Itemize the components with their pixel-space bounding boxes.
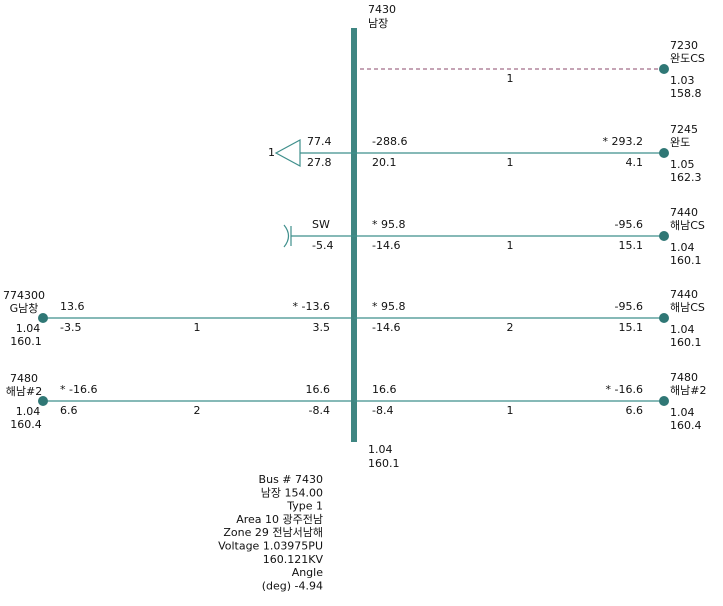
far-bus-number: 7480 bbox=[10, 372, 38, 385]
flow-p: 16.6 bbox=[372, 383, 397, 396]
flow-q: 6.6 bbox=[60, 404, 78, 417]
circuit-id: 1 bbox=[507, 239, 514, 252]
shunt-arc bbox=[283, 224, 290, 248]
bus-info: Voltage 1.03975PU bbox=[218, 540, 323, 553]
flow-p: * 293.2 bbox=[603, 135, 644, 148]
far-bus-angle: 158.8 bbox=[670, 87, 702, 100]
flow-q: -8.4 bbox=[309, 404, 330, 417]
far-bus-name: 완도 bbox=[670, 136, 690, 149]
bus-info: 160.121KV bbox=[263, 553, 324, 566]
far-bus-number: 7230 bbox=[670, 39, 698, 52]
bus-number: 7430 bbox=[368, 3, 396, 16]
far-bus-angle: 160.4 bbox=[10, 418, 42, 431]
load-p: 77.4 bbox=[307, 135, 332, 148]
far-bus-voltage: 1.04 bbox=[670, 323, 695, 336]
flow-p: * -16.6 bbox=[60, 383, 97, 396]
bus-info: Type 1 bbox=[286, 500, 323, 513]
bus-node bbox=[659, 231, 669, 241]
far-bus-number: 7440 bbox=[670, 288, 698, 301]
flow-q: -14.6 bbox=[372, 239, 400, 252]
flow-p: -95.6 bbox=[615, 218, 643, 231]
bus-info: 남장 154.00 bbox=[261, 486, 323, 499]
far-bus-number: 7480 bbox=[670, 371, 698, 384]
flow-q: -8.4 bbox=[372, 404, 393, 417]
circuit-id: 1 bbox=[507, 72, 514, 85]
bus-info: (deg) -4.94 bbox=[262, 579, 323, 592]
bus-info: Angle bbox=[292, 566, 324, 579]
far-bus-name: 해남#2 bbox=[6, 384, 42, 398]
bus-info: Zone 29 전남서남해 bbox=[223, 525, 323, 539]
far-bus-name: 완도CS bbox=[670, 52, 705, 65]
far-bus-angle: 160.4 bbox=[670, 419, 702, 432]
far-bus-voltage: 1.04 bbox=[16, 405, 41, 418]
far-bus-number: 774300 bbox=[3, 289, 45, 302]
load-q: 27.8 bbox=[307, 156, 332, 169]
shunt-q: -5.4 bbox=[312, 239, 333, 252]
bus-info: Bus # 7430 bbox=[259, 473, 323, 486]
bus-info: Area 10 광주전남 bbox=[236, 513, 323, 526]
bus-node bbox=[659, 313, 669, 323]
flow-q: -14.6 bbox=[372, 321, 400, 334]
circuit-id: 2 bbox=[194, 404, 201, 417]
shunt-label: SW bbox=[312, 218, 330, 231]
bus-angle: 160.1 bbox=[368, 457, 400, 470]
bus-voltage: 1.04 bbox=[368, 443, 393, 456]
far-bus-name: G남창 bbox=[10, 302, 39, 315]
far-bus-angle: 162.3 bbox=[670, 171, 702, 184]
bus-name: 남장 bbox=[368, 17, 388, 30]
flow-p: -95.6 bbox=[615, 300, 643, 313]
bus-node bbox=[659, 396, 669, 406]
far-bus-number: 7245 bbox=[670, 123, 698, 136]
far-bus-name: 해남CS bbox=[670, 218, 705, 232]
flow-q: 15.1 bbox=[619, 239, 644, 252]
flow-p: * -13.6 bbox=[293, 300, 330, 313]
bus-node bbox=[38, 313, 48, 323]
far-bus-name: 해남CS bbox=[670, 300, 705, 314]
far-bus-voltage: 1.04 bbox=[670, 241, 695, 254]
flow-p: -288.6 bbox=[372, 135, 407, 148]
far-bus-angle: 160.1 bbox=[10, 335, 42, 348]
load-symbol bbox=[274, 138, 301, 168]
circuit-id: 1 bbox=[507, 404, 514, 417]
flow-q: 15.1 bbox=[619, 321, 644, 334]
bus-node bbox=[38, 396, 48, 406]
flow-p: 16.6 bbox=[306, 383, 331, 396]
bus-node bbox=[659, 64, 669, 74]
bus-bar bbox=[351, 28, 357, 442]
far-bus-voltage: 1.04 bbox=[670, 406, 695, 419]
flow-p: * 95.8 bbox=[372, 300, 406, 313]
circuit-id: 1 bbox=[194, 321, 201, 334]
far-bus-voltage: 1.03 bbox=[670, 74, 695, 87]
flow-q: 20.1 bbox=[372, 156, 397, 169]
flow-q: 4.1 bbox=[626, 156, 644, 169]
flow-q: 6.6 bbox=[626, 404, 644, 417]
far-bus-voltage: 1.05 bbox=[670, 158, 695, 171]
flow-p: * 95.8 bbox=[372, 218, 406, 231]
far-bus-name: 해남#2 bbox=[670, 383, 706, 397]
far-bus-angle: 160.1 bbox=[670, 336, 702, 349]
flow-q: -3.5 bbox=[60, 321, 81, 334]
far-bus-number: 7440 bbox=[670, 206, 698, 219]
circuit-id: 1 bbox=[507, 156, 514, 169]
circuit-id: 2 bbox=[507, 321, 514, 334]
flow-p: * -16.6 bbox=[606, 383, 643, 396]
bus-node bbox=[659, 148, 669, 158]
flow-q: 3.5 bbox=[313, 321, 331, 334]
flow-p: 13.6 bbox=[60, 300, 85, 313]
far-bus-voltage: 1.04 bbox=[16, 322, 41, 335]
far-bus-angle: 160.1 bbox=[670, 254, 702, 267]
load-id: 1 bbox=[268, 146, 275, 159]
